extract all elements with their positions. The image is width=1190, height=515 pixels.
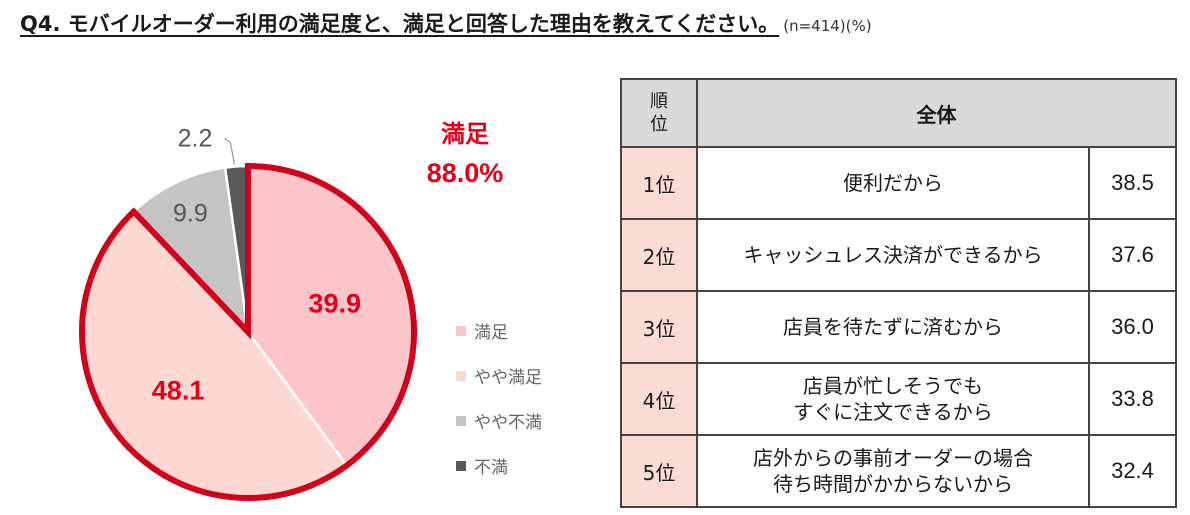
legend-item-dissatisfied: 不満 (456, 443, 542, 488)
legend-swatch (456, 370, 466, 381)
legend-label: やや満足 (474, 368, 542, 388)
callout-value: 88.0% (427, 158, 504, 188)
rank-cell: 4位 (620, 362, 698, 436)
legend-label: 不満 (474, 458, 508, 478)
rank-cell: 1位 (620, 146, 698, 220)
legend-swatch (456, 460, 466, 471)
reason-cell: 店員を待たずに済むから (696, 290, 1090, 364)
value-cell: 37.6 (1088, 218, 1177, 292)
pie-slices (80, 164, 416, 500)
reason-cell: 店員が忙しそうでも すぐに注文できるから (696, 362, 1090, 436)
satisfied-total-outline (79, 162, 417, 501)
page-title: Q4. モバイルオーダー利用の満足度と、満足と回答した理由を教えてください。 (20, 12, 780, 36)
title-row: Q4. モバイルオーダー利用の満足度と、満足と回答した理由を教えてください。 (n… (20, 8, 872, 38)
pie-label-satisfied: 39.9 (308, 288, 361, 318)
legend-item-somewhat-satisfied: やや満足 (456, 353, 542, 398)
reason-cell: 便利だから (696, 146, 1090, 220)
sample-size-note: (n=414)(%) (783, 17, 872, 35)
reason-cell: キャッシュレス決済ができるから (696, 218, 1090, 292)
value-cell: 33.8 (1088, 362, 1177, 436)
reason-cell: 店外からの事前オーダーの場合 待ち時間がかからないから (696, 434, 1090, 508)
callout-title: 満足 (441, 120, 489, 148)
rank-column-header: 順位 (620, 78, 698, 148)
legend-label: やや不満 (474, 413, 542, 433)
legend-swatch (456, 325, 466, 336)
table-header-row: 順位 全体 (620, 78, 1177, 148)
pie-label-dissatisfied: 2.2 (178, 124, 213, 152)
rank-cell: 2位 (620, 218, 698, 292)
legend-item-somewhat-dissatisfied: やや不満 (456, 398, 542, 443)
legend-label: 満足 (474, 323, 508, 343)
pie-label-somewhat-satisfied: 48.1 (152, 376, 205, 406)
satisfaction-pie-chart: 39.9 48.1 9.9 2.2 満足 88.0% (79, 120, 504, 501)
table-row: 4位 店員が忙しそうでも すぐに注文できるから 33.8 (620, 362, 1177, 436)
pie-value-labels: 39.9 48.1 9.9 2.2 (152, 124, 361, 405)
table-row: 3位 店員を待たずに済むから 36.0 (620, 290, 1177, 364)
table-row: 1位 便利だから 38.5 (620, 146, 1177, 220)
table-row: 2位 キャッシュレス決済ができるから 37.6 (620, 218, 1177, 292)
legend-item-satisfied: 満足 (456, 308, 542, 353)
pie-legend: 満足やや満足やや不満不満 (456, 308, 542, 488)
legend-swatch (456, 415, 466, 426)
rank-cell: 3位 (620, 290, 698, 364)
value-cell: 32.4 (1088, 434, 1177, 508)
pie-label-somewhat-dissatisfied: 9.9 (173, 199, 208, 227)
reasons-table: 順位 全体 1位 便利だから 38.5 2位 キャッシュレス決済ができるから 37.6 3位… (620, 78, 1177, 508)
value-cell: 38.5 (1088, 146, 1177, 220)
value-cell: 36.0 (1088, 290, 1177, 364)
leader-line-dissatisfied (224, 137, 235, 165)
group-column-header: 全体 (696, 78, 1177, 148)
rank-cell: 5位 (620, 434, 698, 508)
table-row: 5位 店外からの事前オーダーの場合 待ち時間がかからないから 32.4 (620, 434, 1177, 508)
pie-slice-somewhat-dissatisfied (131, 166, 250, 336)
